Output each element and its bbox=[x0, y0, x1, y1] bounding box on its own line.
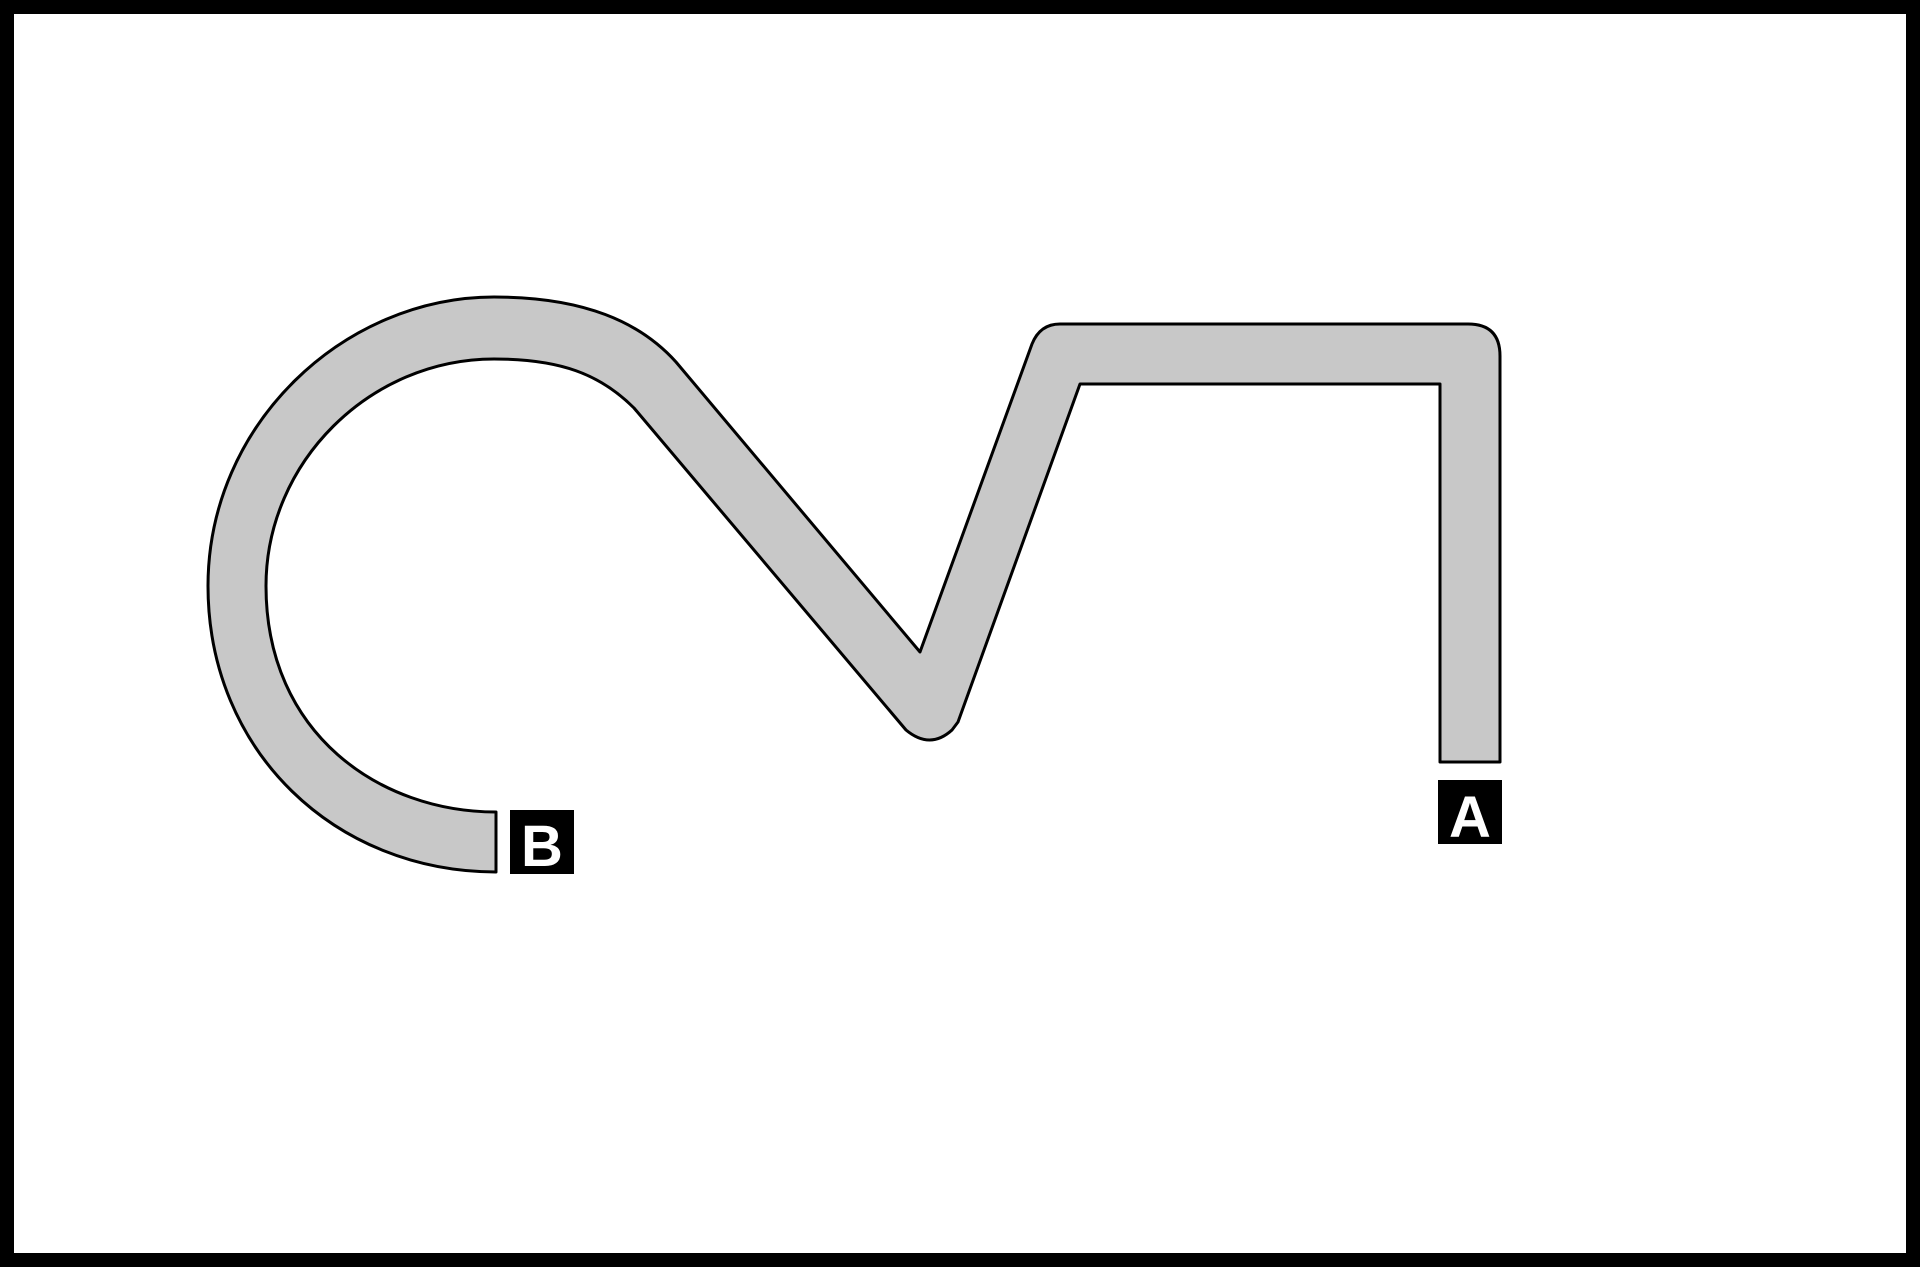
label-a-text: A bbox=[1449, 785, 1491, 850]
label-b-box: B bbox=[510, 810, 574, 879]
label-a-box: A bbox=[1438, 780, 1502, 850]
route-path bbox=[206, 295, 1502, 874]
label-b-text: B bbox=[521, 814, 563, 879]
